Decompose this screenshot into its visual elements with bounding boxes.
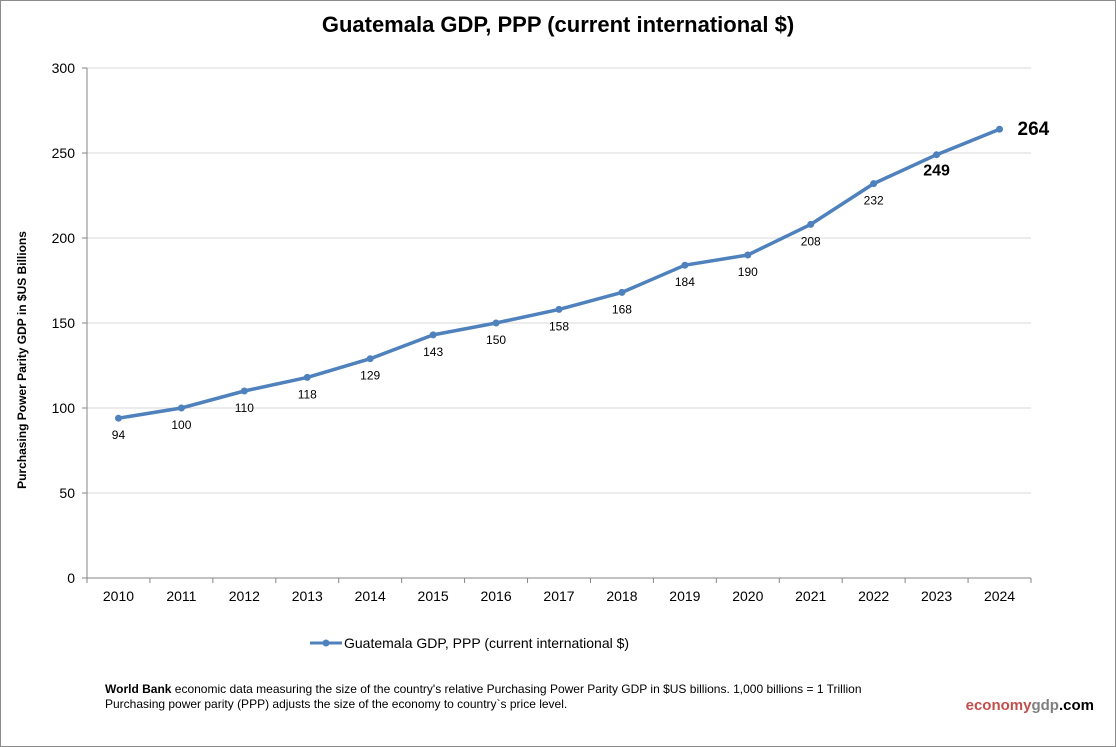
data-label: 190 [738,265,758,279]
x-tick-label: 2021 [795,588,826,604]
legend-label: Guatemala GDP, PPP (current internationa… [344,635,630,651]
data-label: 232 [864,194,884,208]
brand-logo[interactable]: economygdp.com [966,697,1094,714]
footnote-source: World Bank [105,682,172,696]
data-point [555,305,563,313]
data-point [744,251,752,259]
data-point [177,404,185,412]
x-tick-label: 2016 [480,588,511,604]
data-label: 100 [171,418,191,432]
series-line [118,127,1001,420]
data-point [870,180,878,188]
legend: Guatemala GDP, PPP (current internationa… [310,635,629,651]
data-label: 249 [923,163,950,180]
data-point [303,373,311,381]
x-tick-label: 2024 [984,588,1015,604]
x-tick-label: 2023 [921,588,952,604]
chart-title: Guatemala GDP, PPP (current internationa… [321,12,795,37]
data-label: 94 [112,428,126,442]
x-tick-label: 2018 [606,588,637,604]
data-label: 118 [298,387,317,401]
footnote: World Bank economic data measuring the s… [105,682,862,712]
data-point [618,288,626,296]
x-tick-label: 2014 [355,588,386,604]
data-label: 208 [801,234,821,248]
y-tick-label: 100 [52,400,76,416]
data-label: 143 [423,345,443,359]
data-label: 129 [360,369,380,383]
data-point [681,261,689,269]
data-point [996,125,1004,133]
data-label: 184 [675,275,695,289]
data-point [492,319,500,327]
data-label: 168 [612,302,632,316]
data-label: 158 [549,319,569,333]
data-label: 110 [235,401,254,415]
data-label: 150 [486,333,506,347]
y-tick-label: 50 [59,485,75,501]
data-point [429,331,437,339]
data-point [933,151,941,159]
legend-line-marker [310,639,342,647]
brand-part-gdp: gdp [1031,697,1059,714]
footnote-line2: Purchasing power parity (PPP) adjusts th… [105,697,568,711]
data-point [114,414,122,422]
x-tick-label: 2013 [292,588,323,604]
y-tick-label: 300 [52,60,76,76]
x-tick-label: 2017 [543,588,574,604]
footnote-line1: economic data measuring the size of the … [171,682,862,696]
x-tick-label: 2019 [669,588,700,604]
brand-part-com: .com [1058,697,1094,714]
data-point [240,387,248,395]
x-tick-label: 2020 [732,588,763,604]
data-point [807,220,815,228]
x-tick-label: 2011 [166,588,196,604]
x-tick-label: 2022 [858,588,889,604]
x-tick-label: 2015 [418,588,449,604]
y-tick-label: 150 [52,315,76,331]
data-point [366,355,374,363]
x-tick-label: 2010 [103,588,134,604]
data-label: 264 [1018,119,1050,140]
y-tick-label: 200 [52,230,76,246]
y-tick-label: 250 [52,145,76,161]
brand-part-economy: economy [965,697,1032,714]
y-tick-label: 0 [67,570,75,586]
x-tick-label: 2012 [229,588,260,604]
